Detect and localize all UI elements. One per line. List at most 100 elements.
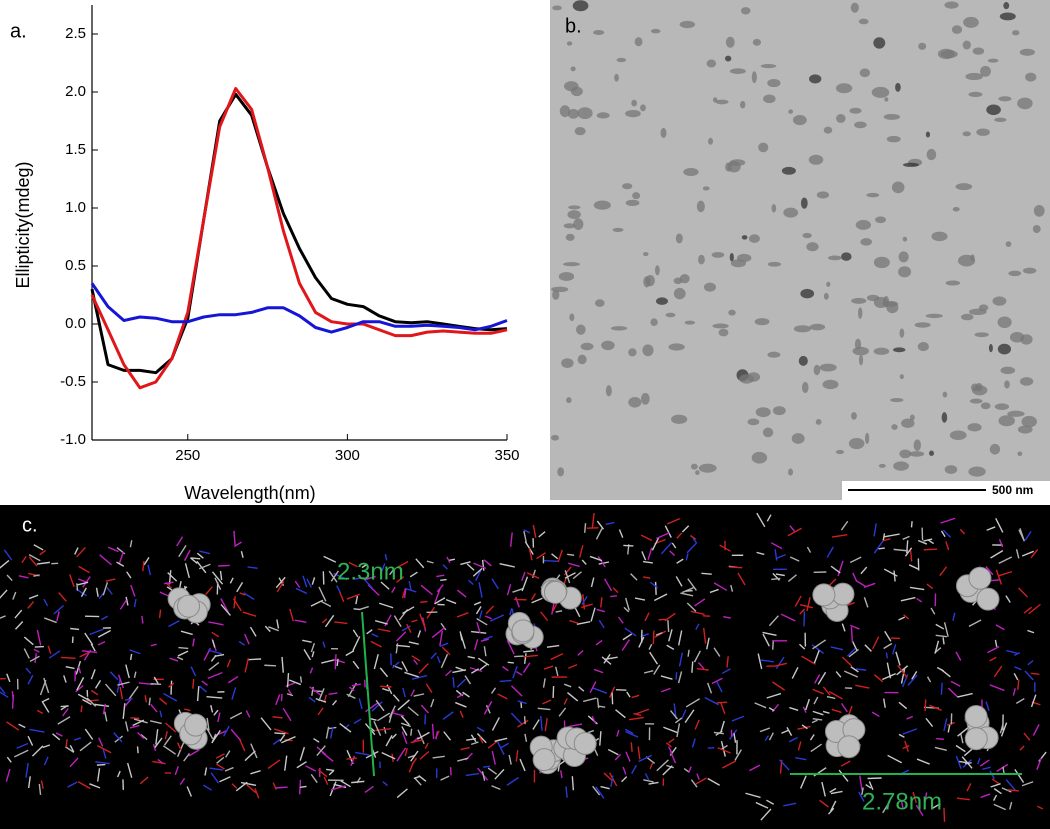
bond: [612, 587, 619, 594]
bond: [883, 568, 898, 577]
bond: [605, 521, 615, 526]
bond: [107, 546, 119, 553]
atom-sphere: [964, 705, 988, 729]
bond: [101, 615, 109, 621]
bond: [851, 640, 858, 651]
bond: [977, 757, 981, 765]
bond: [310, 642, 316, 653]
bond: [939, 566, 948, 577]
bond: [154, 737, 163, 749]
bond: [595, 528, 603, 540]
particle: [955, 183, 973, 191]
bond: [459, 710, 464, 718]
bond: [955, 651, 962, 661]
bond: [205, 586, 213, 595]
bond: [82, 698, 92, 706]
bond: [801, 655, 816, 665]
bond: [113, 732, 123, 743]
bond: [419, 613, 426, 629]
particle: [968, 91, 983, 98]
bond: [272, 782, 277, 790]
bond: [155, 729, 159, 745]
bond: [656, 532, 670, 540]
bond: [755, 801, 769, 809]
particle: [841, 252, 852, 261]
bond: [787, 574, 797, 582]
particle: [708, 137, 714, 145]
bond: [902, 744, 910, 750]
bond: [882, 800, 891, 814]
bond: [540, 716, 543, 731]
bond: [512, 666, 518, 679]
bond: [863, 597, 869, 608]
bond: [60, 705, 68, 711]
bond: [406, 623, 412, 634]
bond: [294, 580, 301, 588]
bond: [43, 598, 49, 607]
particle: [998, 96, 1012, 102]
bond: [634, 597, 646, 601]
atom-sphere: [968, 566, 992, 590]
atom-sphere: [976, 587, 1000, 611]
bond: [118, 551, 124, 565]
bond: [507, 661, 514, 664]
bond: [439, 630, 444, 646]
bond: [654, 593, 668, 602]
bond: [664, 525, 672, 538]
particle: [866, 192, 880, 198]
particle: [605, 385, 612, 397]
particle: [860, 238, 873, 246]
bond: [968, 619, 982, 627]
bond: [1030, 672, 1040, 675]
bond: [859, 775, 863, 791]
bond: [1027, 660, 1034, 666]
bond: [340, 780, 351, 788]
bond: [651, 537, 660, 551]
bond: [105, 578, 116, 582]
particle: [763, 94, 776, 104]
bond: [648, 643, 653, 650]
bond: [694, 719, 700, 730]
bond: [159, 710, 163, 718]
bond: [152, 760, 166, 765]
series-line: [90, 87, 508, 390]
bond: [523, 653, 527, 664]
bond: [81, 650, 98, 654]
particle: [551, 434, 560, 441]
bond: [410, 739, 424, 744]
bond: [351, 683, 361, 687]
bond: [494, 768, 505, 780]
bond: [745, 792, 761, 799]
bond: [648, 781, 659, 785]
bond: [532, 524, 537, 538]
particle: [760, 63, 777, 69]
particle: [788, 109, 794, 114]
bond: [542, 678, 546, 688]
bond: [31, 745, 44, 757]
bond: [631, 764, 638, 774]
particle: [741, 235, 748, 240]
bond: [483, 700, 493, 715]
molecular-model: [0, 505, 1050, 829]
bond: [987, 646, 1000, 654]
bond: [465, 772, 480, 777]
bond: [691, 738, 696, 748]
bond: [773, 662, 788, 668]
particle: [895, 82, 901, 92]
bond: [638, 754, 652, 763]
particle: [902, 236, 908, 242]
bond: [952, 612, 956, 621]
bond: [6, 574, 13, 582]
bond: [201, 680, 208, 686]
bond: [439, 642, 449, 648]
bond: [313, 737, 320, 743]
bond: [129, 653, 133, 661]
particle: [577, 354, 587, 365]
particle: [974, 332, 989, 338]
bond: [677, 630, 683, 646]
bond: [468, 579, 474, 586]
bond: [23, 648, 30, 659]
particle: [826, 281, 831, 287]
bond: [926, 583, 934, 590]
bond: [89, 628, 104, 636]
